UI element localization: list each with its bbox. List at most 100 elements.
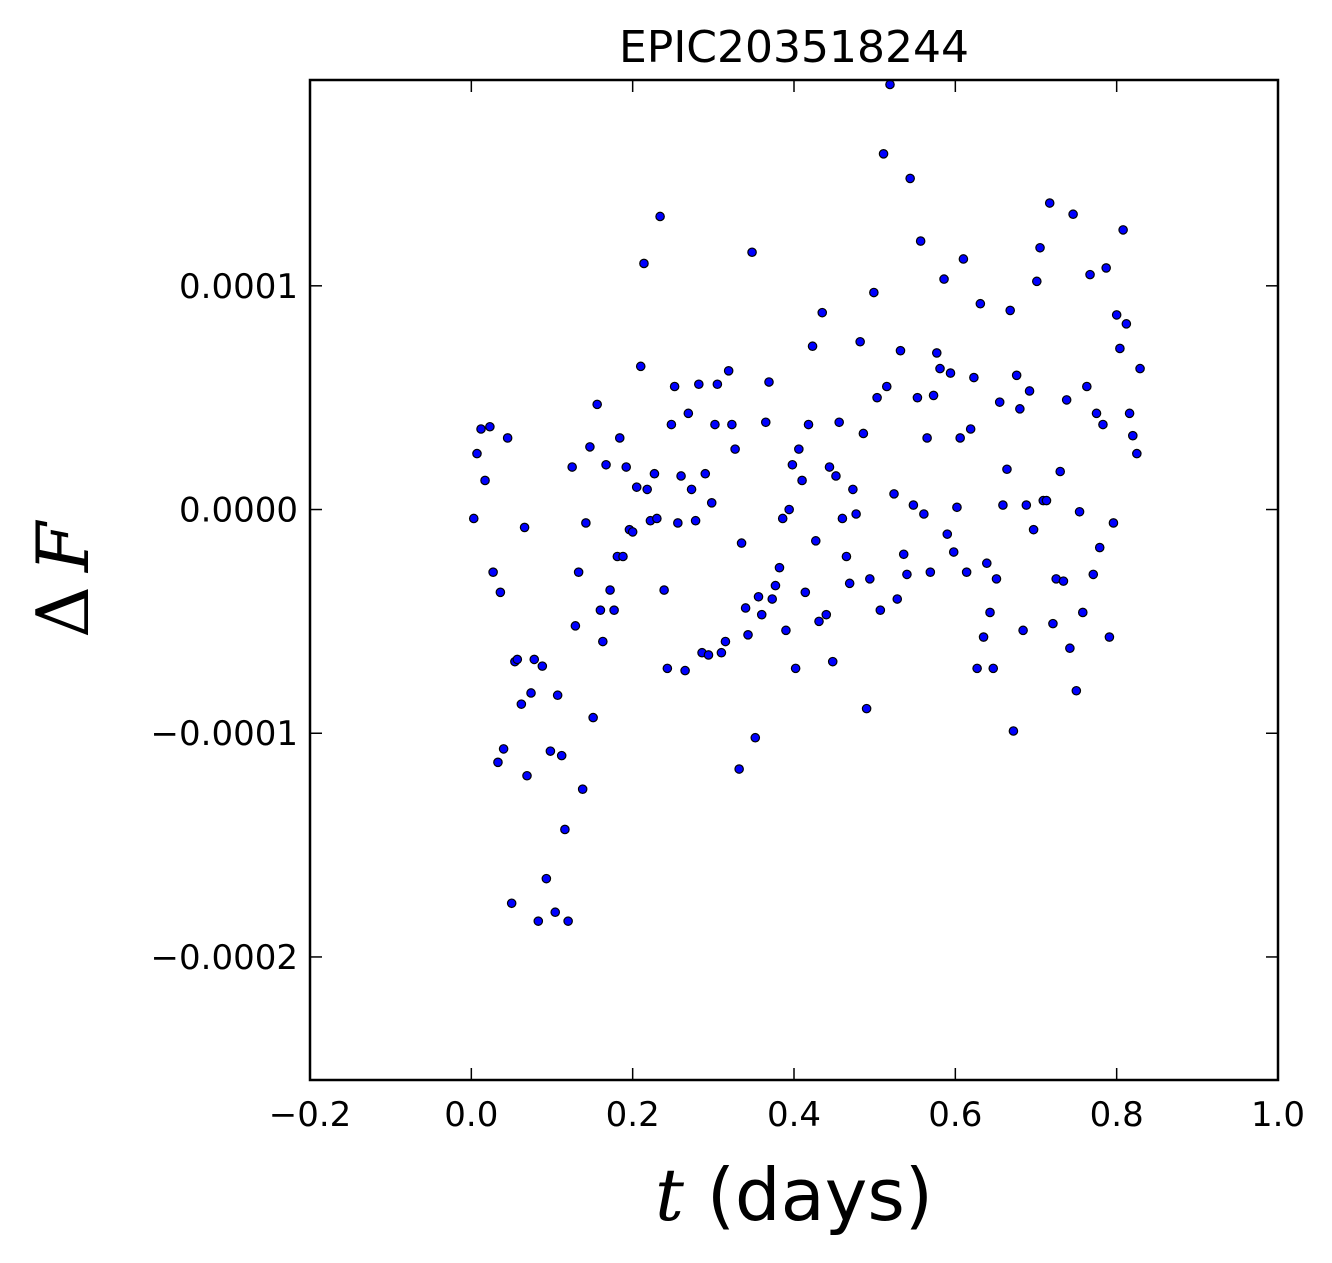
data-point [472, 448, 482, 459]
data-point [642, 484, 652, 495]
data-point [764, 377, 774, 387]
x-axis-label-variable: t [655, 1153, 685, 1237]
data-point [560, 824, 570, 835]
data-point [912, 392, 923, 403]
data-point [1024, 386, 1035, 396]
data-point [570, 621, 581, 631]
data-point [669, 381, 680, 392]
data-point [488, 567, 498, 577]
data-point [851, 509, 861, 519]
data-point [1048, 618, 1058, 629]
x-tick-label: 0.8 [1090, 1095, 1144, 1135]
data-point [794, 444, 804, 454]
data-point [1065, 643, 1075, 654]
data-point [1035, 242, 1045, 253]
data-point [655, 211, 665, 222]
data-point [1094, 542, 1105, 553]
data-point [552, 690, 563, 701]
y-axis-ticks: 0.0001 0.0000 −0.0001 −0.0002 [151, 267, 1278, 978]
data-point [824, 462, 835, 472]
x-axis-label-units: (days) [684, 1153, 933, 1237]
data-point [468, 513, 479, 524]
data-point [498, 744, 509, 754]
data-point [988, 663, 999, 674]
data-point [972, 663, 982, 674]
data-point [1028, 524, 1039, 535]
plot-frame [308, 78, 1280, 1082]
data-point [797, 475, 807, 486]
data-point [716, 647, 727, 658]
data-point [889, 489, 899, 499]
data-point [875, 605, 886, 616]
data-point [703, 650, 714, 660]
data-point [767, 594, 778, 604]
data-point [770, 580, 781, 591]
data-point [975, 298, 986, 309]
x-tick-label: 1.0 [1251, 1095, 1305, 1135]
data-point [841, 551, 852, 562]
data-point [844, 578, 855, 589]
data-point [919, 509, 929, 519]
data-point [480, 475, 490, 486]
data-point [680, 665, 690, 676]
data-point [756, 609, 767, 620]
data-point [662, 663, 673, 674]
data-point [495, 587, 506, 598]
data-point [800, 587, 811, 598]
data-point [730, 444, 740, 454]
data-point [898, 549, 909, 560]
data-point [1088, 569, 1099, 580]
data-point [545, 746, 556, 756]
data-point [831, 471, 841, 481]
data-point [902, 569, 912, 580]
data-point [878, 149, 889, 159]
data-point [885, 79, 895, 90]
data-point [872, 392, 882, 403]
data-point [827, 656, 838, 667]
data-point [706, 498, 717, 508]
data-point [952, 502, 962, 513]
data-point [720, 636, 731, 647]
data-point [529, 654, 540, 665]
data-point [855, 336, 865, 347]
data-point [1091, 408, 1102, 419]
data-point [834, 417, 844, 428]
data-point [1082, 381, 1092, 392]
data-point [614, 433, 625, 443]
data-point [781, 625, 791, 636]
data-point [635, 361, 646, 372]
data-point [686, 484, 697, 495]
data-point [814, 616, 824, 627]
x-tick-label: −0.2 [269, 1095, 352, 1135]
y-tick-label: 0.0001 [179, 267, 298, 307]
data-point [777, 513, 788, 524]
data-point [1074, 506, 1085, 517]
data-point [493, 757, 503, 768]
data-point [1101, 263, 1111, 273]
data-point [869, 287, 879, 298]
data-point [727, 419, 737, 430]
data-point [1058, 576, 1069, 586]
y-tick-label: 0.0000 [179, 491, 298, 531]
data-point [485, 421, 495, 432]
data-point [577, 784, 588, 794]
data-point [573, 567, 584, 577]
data-point [961, 567, 972, 577]
data-point [784, 504, 794, 515]
data-point [991, 574, 1002, 584]
data-point [1011, 370, 1022, 381]
data-point [639, 258, 649, 269]
data-point [723, 366, 734, 376]
data-point [556, 750, 567, 761]
y-axis-label-delta: Δ [21, 586, 105, 638]
data-point [1002, 464, 1012, 475]
data-point [550, 907, 561, 918]
data-point [502, 433, 513, 443]
data-point [541, 873, 552, 884]
data-point [895, 345, 906, 356]
data-point [1085, 269, 1095, 280]
data-point [1124, 408, 1135, 419]
data-point [760, 417, 771, 428]
data-point [526, 688, 536, 698]
data-point [790, 663, 801, 674]
